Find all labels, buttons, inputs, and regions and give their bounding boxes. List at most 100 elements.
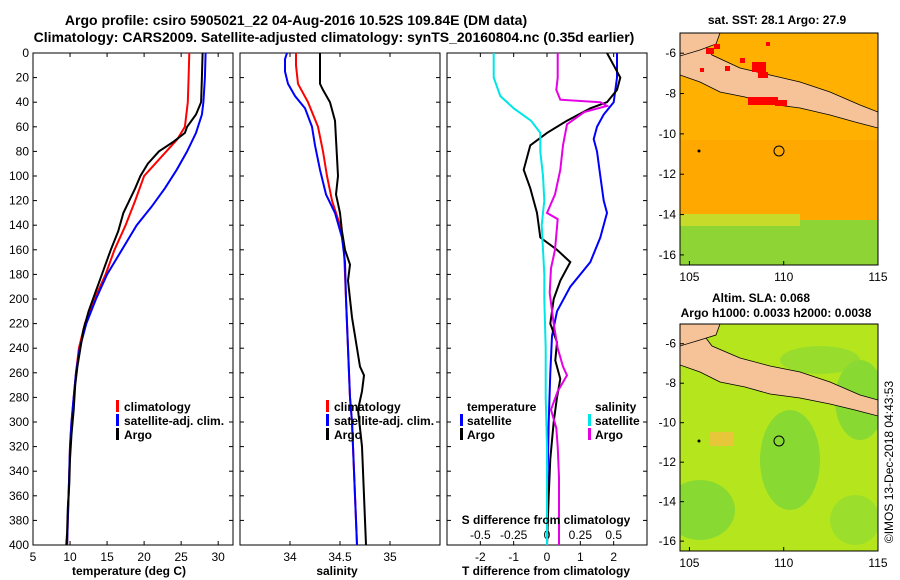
depth-tick-label: 360	[9, 489, 29, 503]
depth-tick-label: 60	[16, 120, 30, 134]
legend-s-argo-swatch	[588, 428, 591, 440]
x-tick-label: -1	[508, 550, 519, 564]
java-island-land	[680, 37, 878, 129]
map-x-tick-label: 110	[774, 556, 793, 570]
series-temperature-Argo	[522, 52, 622, 546]
legend-climatology-label: climatology	[334, 400, 401, 414]
map-y-tick-label: -8	[665, 376, 676, 390]
map-y-tick-label: -6	[665, 337, 676, 351]
legend-satellite-adj-swatch	[326, 414, 329, 426]
map-x-tick-label: 105	[679, 556, 699, 570]
difference-axis-ticks: -2 -1 0 1 2-0.5 -0.25 0 0.25 0.5	[447, 52, 647, 564]
depth-tick-label: 340	[9, 464, 29, 478]
series-Argo	[65, 52, 204, 546]
map-x-tick-label: 110	[774, 270, 793, 284]
sla-map: Altim. SLA: 0.068 Argo h1000: 0.0033 h20…	[659, 291, 888, 570]
sla-map-title-1: Altim. SLA: 0.068	[712, 291, 810, 305]
depth-tick-label: 40	[16, 95, 30, 109]
map-y-tick-label: -12	[659, 167, 677, 181]
t-difference-xlabel: T difference from climatology	[462, 564, 630, 578]
title-line-1: Argo profile: csiro 5905021_22 04-Aug-20…	[65, 12, 527, 28]
legend-temperature-heading: temperature	[467, 400, 537, 414]
salinity-panel: 34 34.5 35 salinity climatology satellite-…	[239, 52, 441, 578]
salinity-series	[284, 52, 367, 546]
sst-red-pixels	[700, 42, 787, 106]
map-x-tick-label: 115	[868, 270, 887, 284]
x-tick-label: 20	[137, 550, 151, 564]
s-difference-xlabel: S difference from climatology	[462, 513, 631, 527]
legend-s-satellite-swatch	[588, 414, 591, 426]
x-tick-label: 34	[283, 550, 297, 564]
depth-tick-label: 300	[9, 415, 29, 429]
depth-tick-label: 220	[9, 317, 29, 331]
salinity-axis-ticks: 34 34.5 35	[240, 52, 440, 564]
depth-tick-label: 160	[9, 243, 29, 257]
x-tick-label: 1	[577, 550, 584, 564]
difference-panel: -2 -1 0 1 2-0.5 -0.25 0 0.25 0.5 T difference fr…	[446, 52, 648, 578]
x-tick-label: 30	[212, 550, 226, 564]
series-salinity-Argo	[545, 53, 610, 545]
x-tick-label: 25	[174, 550, 188, 564]
salinity-plot-frame	[239, 52, 441, 546]
sla-low-blob	[760, 410, 820, 510]
s-tick-label: -0.5	[470, 528, 491, 542]
series-temperature-satellite	[546, 53, 618, 546]
temperature-xlabel: temperature (deg C)	[72, 564, 186, 578]
depth-tick-label: 260	[9, 366, 29, 380]
x-tick-label: -2	[475, 550, 486, 564]
depth-tick-label: 400	[9, 538, 29, 552]
depth-tick-label: 320	[9, 440, 29, 454]
map-y-tick-label: -8	[665, 87, 676, 101]
depth-tick-label: 200	[9, 292, 29, 306]
sla-high-patch	[710, 432, 734, 446]
sla-map-title-2: Argo h1000: 0.0033 h2000: 0.0038	[681, 306, 872, 320]
legend-argo-swatch	[326, 428, 329, 440]
temperature-plot-frame	[32, 52, 234, 546]
legend-t-satellite-swatch	[460, 414, 463, 426]
legend-s-satellite-label: satellite	[595, 414, 640, 428]
argo-location-marker	[773, 145, 785, 157]
sla-low-blob	[830, 495, 878, 545]
x-tick-label: 0	[544, 550, 551, 564]
small-island	[697, 149, 701, 153]
difference-legend: temperature satellite Argo salinity sate…	[460, 400, 640, 442]
map-x-tick-label: 105	[679, 270, 699, 284]
java-island-land	[680, 329, 878, 417]
sst-map-title: sat. SST: 28.1 Argo: 27.9	[708, 13, 847, 27]
map-y-tick-label: -6	[665, 46, 676, 60]
x-tick-label: 34.5	[328, 550, 352, 564]
legend-satellite-adj-label: satellite-adj. clim.	[124, 414, 224, 428]
legend-argo-label: Argo	[334, 428, 362, 442]
difference-series	[492, 52, 622, 546]
map-y-tick-label: -16	[659, 534, 677, 548]
legend-t-satellite-label: satellite	[467, 414, 512, 428]
sst-map-ticks: 105 110 115 -6 -8 -10 -12 -14 -16	[659, 46, 888, 284]
temperature-series	[65, 52, 207, 546]
legend-s-argo-label: Argo	[595, 428, 623, 442]
argo-location-marker	[773, 435, 785, 447]
x-tick-label: 15	[100, 550, 114, 564]
x-tick-label: 5	[30, 550, 37, 564]
series-salinity-satellite	[492, 53, 548, 545]
s-tick-label: 0.25	[569, 528, 593, 542]
legend-satellite-adj-swatch	[116, 414, 119, 426]
legend-t-argo-label: Argo	[467, 428, 495, 442]
sst-warm-band	[680, 140, 878, 220]
map-y-tick-label: -14	[659, 495, 677, 509]
map-x-tick-label: 115	[868, 556, 887, 570]
sla-low-blob	[680, 480, 735, 540]
salinity-xlabel: salinity	[316, 564, 358, 578]
sst-cool-band	[680, 220, 878, 265]
legend-salinity-heading: salinity	[595, 400, 637, 414]
salinity-legend: climatology satellite-adj. clim. Argo	[326, 400, 434, 442]
sst-map-frame	[679, 32, 879, 266]
map-y-tick-label: -16	[659, 248, 677, 262]
map-y-tick-label: -10	[659, 127, 677, 141]
sst-map: sat. SST: 28.1 Argo: 27.9 105 110 115 -6 -8 -…	[659, 13, 888, 284]
s-tick-label: 0.5	[605, 528, 622, 542]
sla-map-ticks: 105 110 115 -6 -8 -10 -12 -14 -16	[659, 337, 888, 570]
legend-argo-swatch	[116, 428, 119, 440]
x-tick-label: 10	[63, 550, 77, 564]
small-island	[697, 439, 701, 443]
depth-tick-label: 120	[9, 194, 29, 208]
